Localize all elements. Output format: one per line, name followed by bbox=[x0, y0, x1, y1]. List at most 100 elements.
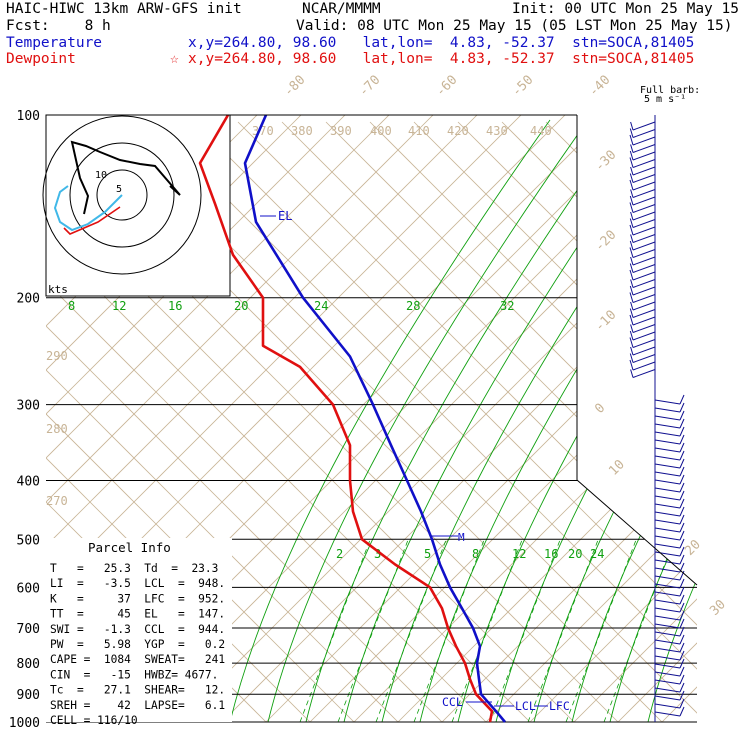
isotherm-label: 20 bbox=[682, 537, 704, 559]
parcel-info-row: LI = -3.5 LCL = 948. bbox=[50, 577, 225, 590]
wind-barb bbox=[654, 583, 681, 589]
wind-barb-flag bbox=[679, 586, 685, 597]
wind-barb bbox=[632, 159, 656, 168]
wind-barb-flag bbox=[629, 269, 634, 281]
wind-barb bbox=[632, 324, 656, 333]
wind-barb-flag bbox=[630, 301, 634, 311]
wind-barb-flag bbox=[679, 450, 685, 461]
wind-barb bbox=[654, 615, 681, 621]
wind-barb-column bbox=[629, 115, 685, 722]
pressure-tick-label: 100 bbox=[17, 109, 40, 124]
hodograph-ring-10: 10 bbox=[95, 170, 107, 181]
mixing-ratio-label: 24 bbox=[314, 299, 328, 313]
wind-barb-flag bbox=[679, 626, 685, 637]
wind-barb bbox=[654, 607, 681, 613]
theta-label: 270 bbox=[46, 494, 68, 508]
wind-barb-flag bbox=[629, 179, 634, 191]
init-time: Init: 00 UTC Mon 25 May 15 bbox=[512, 1, 739, 17]
wind-barb-flag bbox=[679, 434, 685, 445]
wind-barb bbox=[654, 495, 681, 501]
pressure-tick-label: 800 bbox=[17, 657, 40, 672]
wind-barb-flag bbox=[630, 234, 634, 243]
dewpoint-station-info: x,y=264.80, 98.60 lat,lon= 4.83, -52.37 … bbox=[188, 51, 695, 67]
wind-barb bbox=[654, 575, 681, 581]
wind-barb-flag bbox=[679, 594, 685, 605]
moist-adiabat-line bbox=[381, 119, 697, 722]
wind-barb bbox=[632, 121, 656, 131]
isotherm-line bbox=[46, 115, 527, 722]
wind-barb bbox=[654, 439, 681, 445]
moist-adiabat-line bbox=[533, 119, 697, 722]
parcel-info-row: TT = 45 EL = 147. bbox=[50, 608, 225, 621]
wind-barb bbox=[632, 226, 656, 236]
isotherm-label: -10 bbox=[592, 308, 619, 335]
dry-adiabat-line bbox=[46, 121, 531, 722]
parcel-info-row: T = 25.3 Td = 23.3 bbox=[50, 562, 218, 575]
pressure-tick-label: 1000 bbox=[9, 716, 40, 731]
isotherm-line bbox=[46, 115, 615, 722]
wind-barb bbox=[632, 294, 656, 303]
isotherm-line bbox=[46, 115, 395, 722]
wind-barb-flag bbox=[679, 602, 685, 613]
wind-barb bbox=[632, 211, 656, 221]
wind-barb-flag bbox=[629, 247, 634, 258]
wind-barb-flag bbox=[679, 698, 685, 709]
wind-barb bbox=[654, 695, 681, 701]
wind-barb-flag bbox=[679, 426, 685, 437]
wind-barb-flag bbox=[629, 263, 634, 273]
wind-barb bbox=[632, 279, 656, 288]
mixing-ratio-label: 28 bbox=[406, 299, 420, 313]
wind-barb bbox=[632, 331, 656, 341]
wind-barb bbox=[654, 679, 681, 685]
isotherm-line bbox=[485, 115, 697, 722]
wind-barb bbox=[654, 471, 681, 477]
wind-barb bbox=[632, 354, 656, 363]
wind-barb-flag bbox=[629, 292, 634, 303]
mixing-ratio-label: 12 bbox=[112, 299, 126, 313]
wind-barb-flag bbox=[629, 134, 634, 146]
isotherm-label: -20 bbox=[592, 228, 619, 255]
wind-barb bbox=[654, 591, 681, 597]
forecast-hour: Fcst: 8 h bbox=[6, 18, 111, 34]
wind-barb bbox=[654, 551, 681, 557]
wind-barb-flag bbox=[629, 337, 634, 348]
wind-barb-flag bbox=[629, 240, 634, 251]
isotherm-line bbox=[529, 115, 697, 722]
wind-barb bbox=[654, 671, 681, 677]
wind-barb-flag bbox=[629, 157, 634, 168]
wind-barb bbox=[632, 166, 656, 176]
mixing-ratio-line bbox=[527, 539, 599, 722]
wind-barb-flag bbox=[679, 410, 685, 421]
wind-barb-flag bbox=[679, 618, 685, 629]
wind-barb bbox=[654, 407, 681, 413]
wind-barb-flag bbox=[679, 554, 685, 565]
mixing-ratio-label: 16 bbox=[168, 299, 182, 313]
wind-barb bbox=[654, 423, 681, 429]
wind-barb-flag bbox=[629, 330, 634, 341]
wind-barb bbox=[654, 567, 681, 573]
isotherm-line bbox=[133, 115, 697, 722]
parcel-info-row: CIN = -15 HWBZ= 4677. bbox=[50, 668, 218, 681]
lcl-label: LCL bbox=[515, 699, 536, 713]
dry-adiabat-line bbox=[545, 121, 697, 722]
moist-adiabat-line bbox=[305, 119, 627, 722]
wind-barb bbox=[654, 559, 681, 565]
barb-legend-line1: Full barb: bbox=[640, 85, 701, 96]
wind-barb-flag bbox=[630, 189, 634, 198]
melting-level-label: M bbox=[458, 531, 465, 544]
barb-legend-line2: 5 m s⁻¹ bbox=[644, 94, 687, 105]
wind-barb bbox=[654, 527, 681, 533]
wind-barb bbox=[632, 339, 656, 348]
wind-barb-flag bbox=[629, 314, 634, 326]
theta-label: 410 bbox=[408, 124, 430, 138]
wind-barb-flag bbox=[630, 346, 634, 356]
wind-barb bbox=[632, 189, 656, 198]
wind-barb bbox=[632, 241, 656, 251]
isotherm-label: -30 bbox=[592, 148, 619, 175]
wind-barb bbox=[654, 647, 681, 653]
wind-barb bbox=[632, 361, 656, 371]
isotherm-line bbox=[0, 22, 42, 722]
pressure-tick-label: 400 bbox=[17, 474, 40, 489]
wind-barb-flag bbox=[629, 285, 634, 296]
wind-barb bbox=[632, 286, 656, 296]
